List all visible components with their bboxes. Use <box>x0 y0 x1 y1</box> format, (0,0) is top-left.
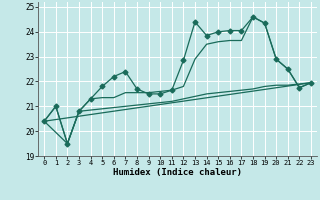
X-axis label: Humidex (Indice chaleur): Humidex (Indice chaleur) <box>113 168 242 177</box>
